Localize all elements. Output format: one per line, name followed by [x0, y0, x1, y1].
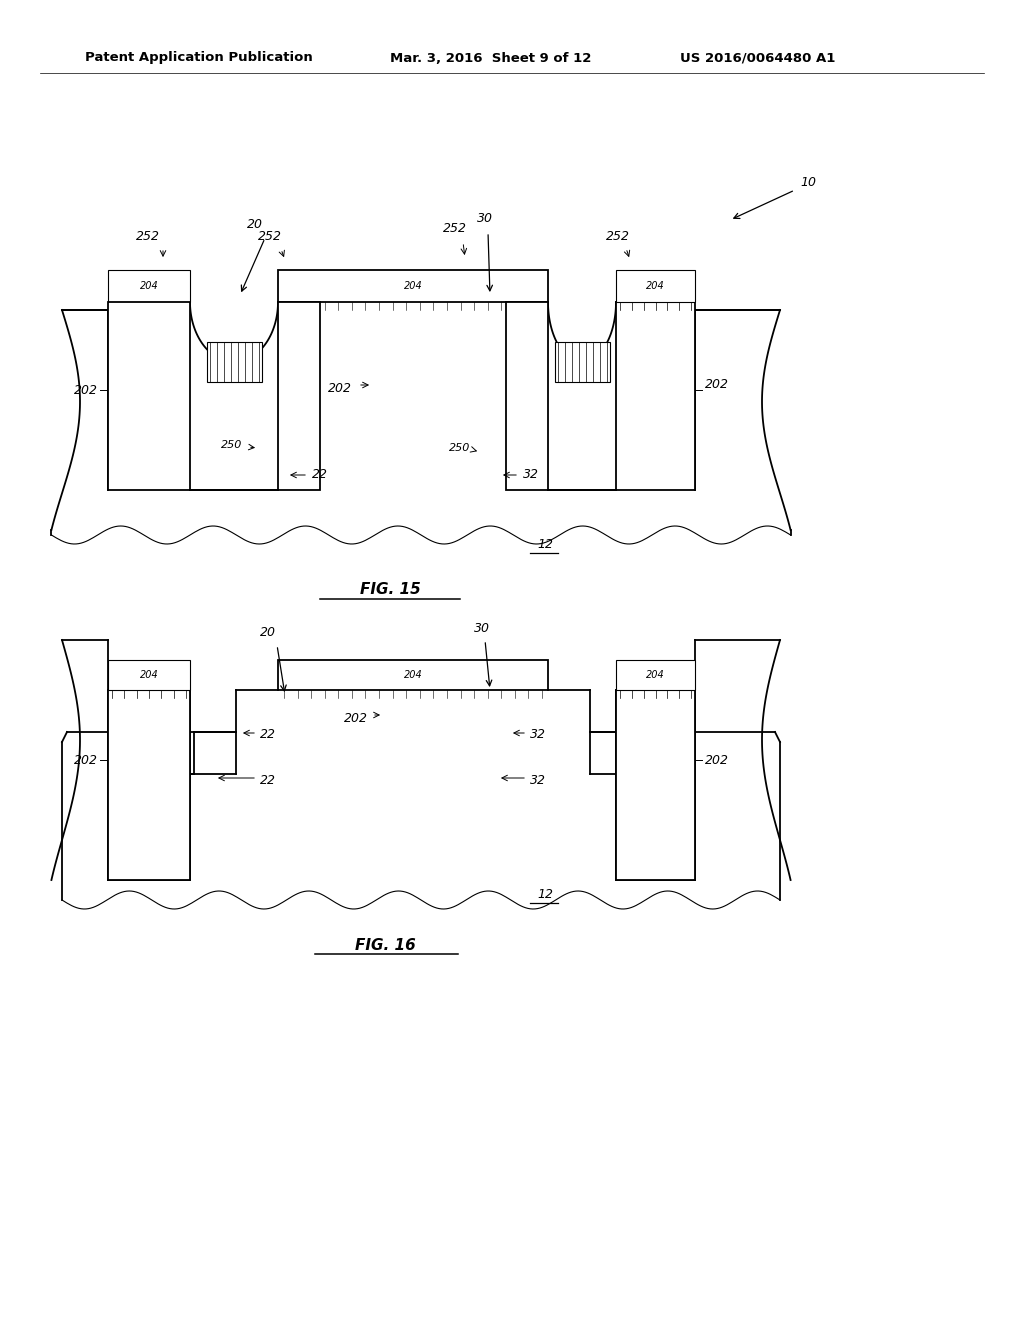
Text: 204: 204 — [403, 281, 422, 290]
Text: Patent Application Publication: Patent Application Publication — [85, 51, 312, 65]
Text: FIG. 16: FIG. 16 — [354, 937, 416, 953]
Text: 10: 10 — [800, 177, 816, 190]
Text: 204: 204 — [646, 671, 665, 680]
Bar — [555, 342, 609, 381]
Bar — [108, 690, 190, 880]
Text: 32: 32 — [530, 729, 546, 742]
Text: 30: 30 — [477, 211, 493, 224]
Text: 202: 202 — [74, 754, 98, 767]
Text: FIG. 15: FIG. 15 — [359, 582, 421, 598]
Text: 12: 12 — [537, 888, 553, 902]
Bar — [616, 660, 695, 690]
Text: 202: 202 — [344, 711, 368, 725]
Bar — [616, 690, 695, 880]
Text: 32: 32 — [530, 774, 546, 787]
Text: 32: 32 — [523, 469, 539, 482]
Text: 202: 202 — [705, 754, 729, 767]
Bar — [278, 271, 548, 302]
Bar — [108, 302, 190, 490]
Text: 252: 252 — [136, 231, 160, 243]
Text: 204: 204 — [139, 281, 159, 290]
Bar — [616, 302, 695, 490]
Text: 22: 22 — [260, 729, 276, 742]
Text: 204: 204 — [139, 671, 159, 680]
Text: 204: 204 — [646, 281, 665, 290]
Text: 12: 12 — [537, 539, 553, 552]
Text: 250: 250 — [220, 440, 242, 450]
Text: 202: 202 — [328, 381, 352, 395]
Text: 22: 22 — [260, 774, 276, 787]
Text: 20: 20 — [247, 219, 263, 231]
Text: 252: 252 — [606, 231, 630, 243]
Text: 204: 204 — [403, 671, 422, 680]
Bar — [278, 302, 319, 490]
Text: US 2016/0064480 A1: US 2016/0064480 A1 — [680, 51, 836, 65]
Bar — [108, 271, 190, 302]
Bar — [108, 660, 190, 690]
Text: 252: 252 — [443, 222, 467, 235]
Text: 202: 202 — [705, 379, 729, 392]
Text: 202: 202 — [74, 384, 98, 396]
Text: 20: 20 — [260, 627, 276, 639]
Bar — [207, 342, 261, 381]
Text: 22: 22 — [312, 469, 328, 482]
Text: 30: 30 — [474, 622, 490, 635]
Bar — [278, 660, 548, 690]
Bar — [616, 271, 695, 302]
Text: 252: 252 — [258, 231, 282, 243]
Text: 250: 250 — [449, 444, 470, 453]
Text: Mar. 3, 2016  Sheet 9 of 12: Mar. 3, 2016 Sheet 9 of 12 — [390, 51, 592, 65]
Bar — [506, 302, 548, 490]
